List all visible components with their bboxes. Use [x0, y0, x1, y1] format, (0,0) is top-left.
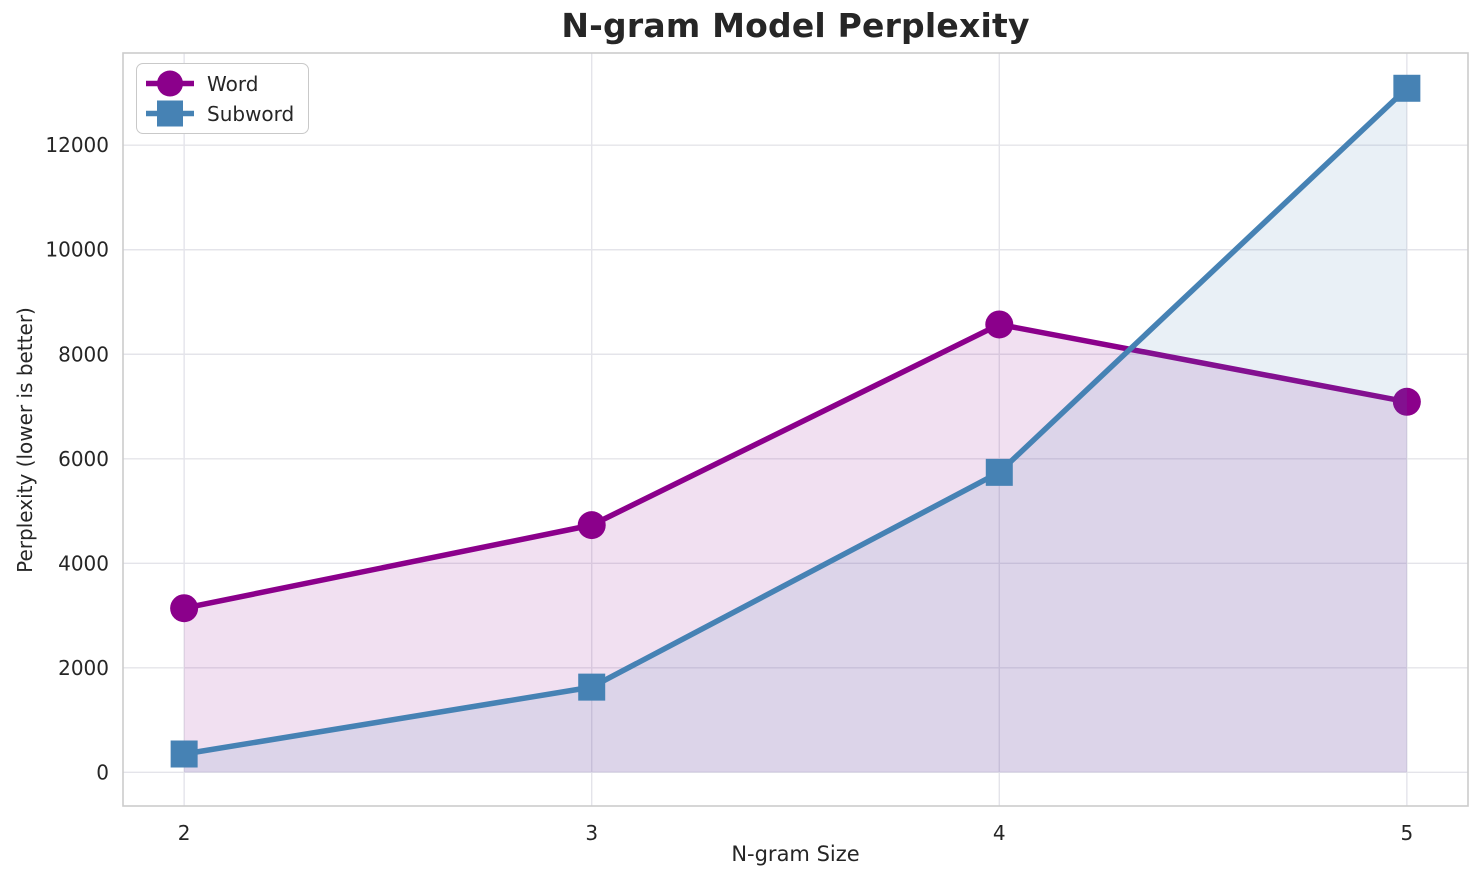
x-tick-label: 5	[1400, 821, 1413, 845]
series-subword-markers	[170, 74, 1421, 768]
x-axis-label: N-gram Size	[731, 842, 860, 866]
y-tick-label: 2000	[58, 656, 109, 680]
legend-item-word: Word	[145, 69, 294, 98]
y-tick-label: 8000	[58, 342, 109, 366]
series-word-fill	[184, 324, 1407, 773]
y-tick-label: 4000	[58, 551, 109, 575]
y-tick-label: 6000	[58, 447, 109, 471]
y-tick-label: 10000	[45, 238, 109, 262]
series-word-markers	[170, 310, 1421, 623]
plot-border	[122, 52, 1469, 807]
series-subword-line	[181, 85, 1410, 757]
word-circle-marker-icon	[146, 70, 194, 97]
series-word-line	[181, 321, 1410, 611]
x-tick-label: 4	[993, 821, 1006, 845]
series-subword-fill	[184, 88, 1407, 773]
chart-title: N-gram Model Perplexity	[561, 6, 1030, 45]
legend-label-word: Word	[207, 71, 259, 96]
y-tick-label: 0	[96, 760, 109, 784]
y-axis-label: Perplexity (lower is better)	[13, 307, 37, 573]
gridlines	[123, 53, 1468, 806]
tick-labels: 0 2000 4000 6000 8000 10000 12000 2 3 4 5	[45, 133, 1413, 845]
subword-square-marker-icon	[146, 100, 194, 127]
y-tick-label: 12000	[45, 133, 109, 157]
x-tick-label: 2	[178, 821, 191, 845]
x-tick-label: 3	[585, 821, 598, 845]
legend-item-subword: Subword	[145, 99, 294, 128]
legend: Word Subword	[136, 63, 310, 134]
legend-label-subword: Subword	[207, 101, 295, 126]
